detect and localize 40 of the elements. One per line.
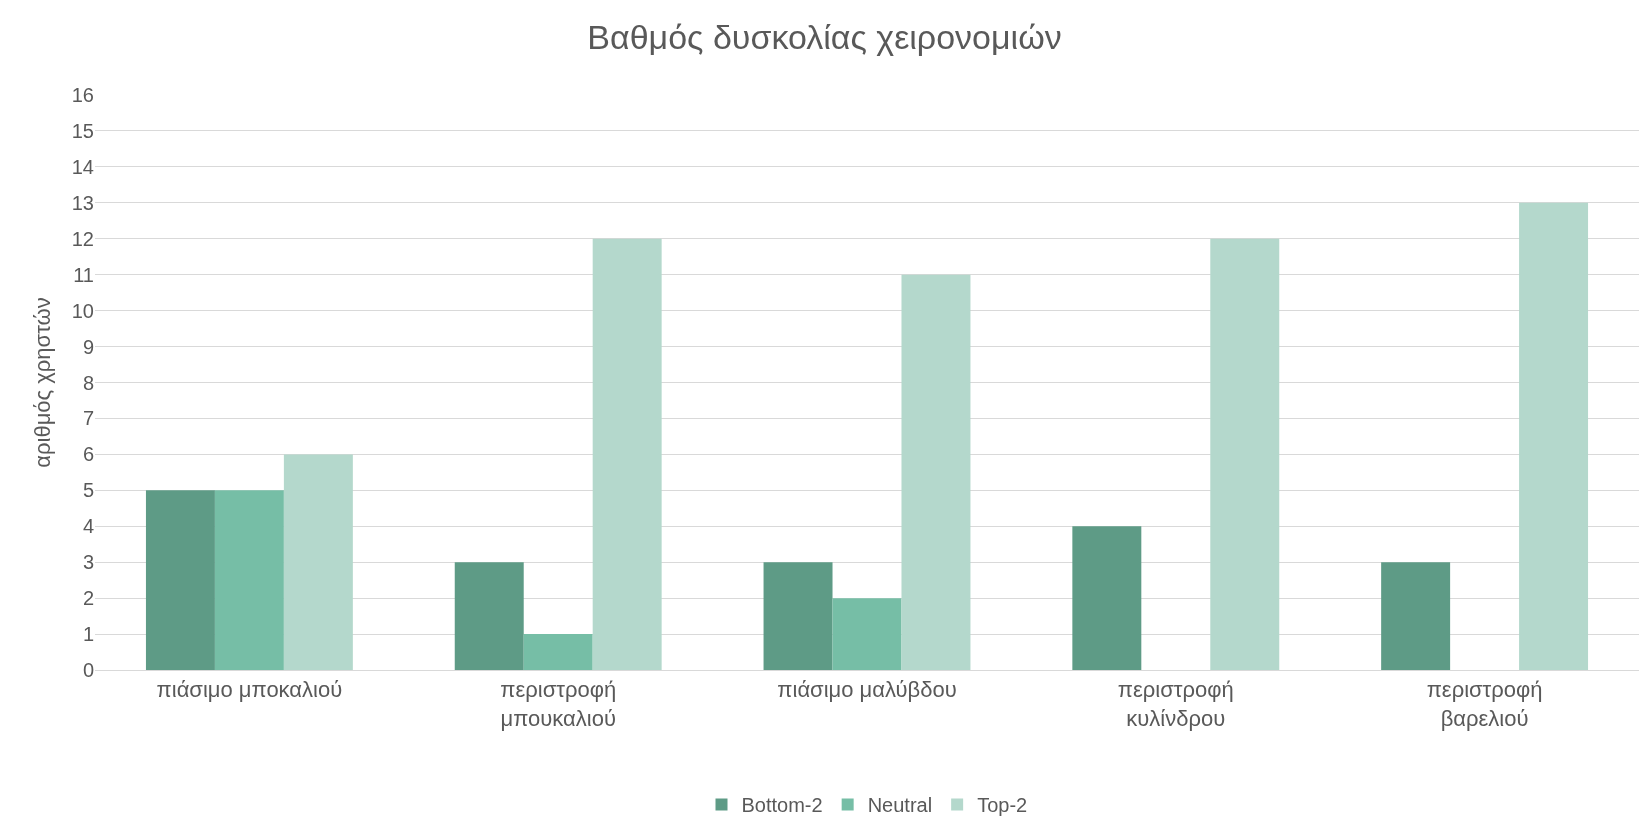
y-tick-label: 1 (82, 623, 94, 646)
bar (763, 562, 833, 670)
y-tick-label: 6 (82, 443, 94, 466)
y-tick-label: 0 (82, 659, 94, 681)
bar (454, 562, 524, 670)
bar (283, 454, 353, 670)
bar (214, 490, 284, 670)
bar (1381, 562, 1451, 670)
bar (523, 634, 593, 670)
legend-label: Bottom-2 (741, 794, 823, 817)
y-tick-label: 7 (82, 407, 94, 430)
chart-title: Βαθμός δυσκολίας χειρονομιών (587, 17, 1062, 56)
legend-label: Top-2 (977, 794, 1028, 817)
y-tick-label: 15 (71, 119, 94, 142)
bar (1072, 526, 1142, 670)
bar (592, 238, 662, 670)
bar (145, 490, 215, 670)
y-axis-title: αριθμός χρηστών (29, 297, 55, 468)
y-tick-label: 11 (73, 263, 94, 286)
bar (832, 598, 902, 670)
bar (901, 274, 971, 670)
x-tick-label: πιάσιμο μποκαλιού (156, 677, 343, 703)
y-tick-label: 3 (82, 551, 94, 574)
y-tick-label: 10 (71, 299, 94, 322)
y-tick-label: 2 (82, 587, 94, 610)
x-tick-label: πιάσιμο μαλύβδου (777, 677, 957, 703)
x-tick-label: περιστροφή βαρελιού (1426, 677, 1543, 731)
x-tick-label: περιστροφή μπουκαλιού (500, 677, 617, 731)
y-tick-label: 13 (71, 191, 94, 214)
y-tick-label: 16 (71, 84, 94, 106)
y-tick-label: 9 (82, 335, 94, 358)
bar (1210, 238, 1280, 670)
bar (1519, 202, 1589, 670)
x-tick-label: περιστροφή κυλίνδρου (1117, 677, 1234, 731)
y-tick-label: 12 (71, 227, 94, 250)
y-tick-label: 5 (82, 479, 94, 502)
y-tick-label: 4 (82, 515, 94, 538)
legend-label: Neutral (867, 794, 933, 817)
y-tick-label: 14 (71, 155, 94, 178)
y-tick-label: 8 (82, 371, 94, 394)
